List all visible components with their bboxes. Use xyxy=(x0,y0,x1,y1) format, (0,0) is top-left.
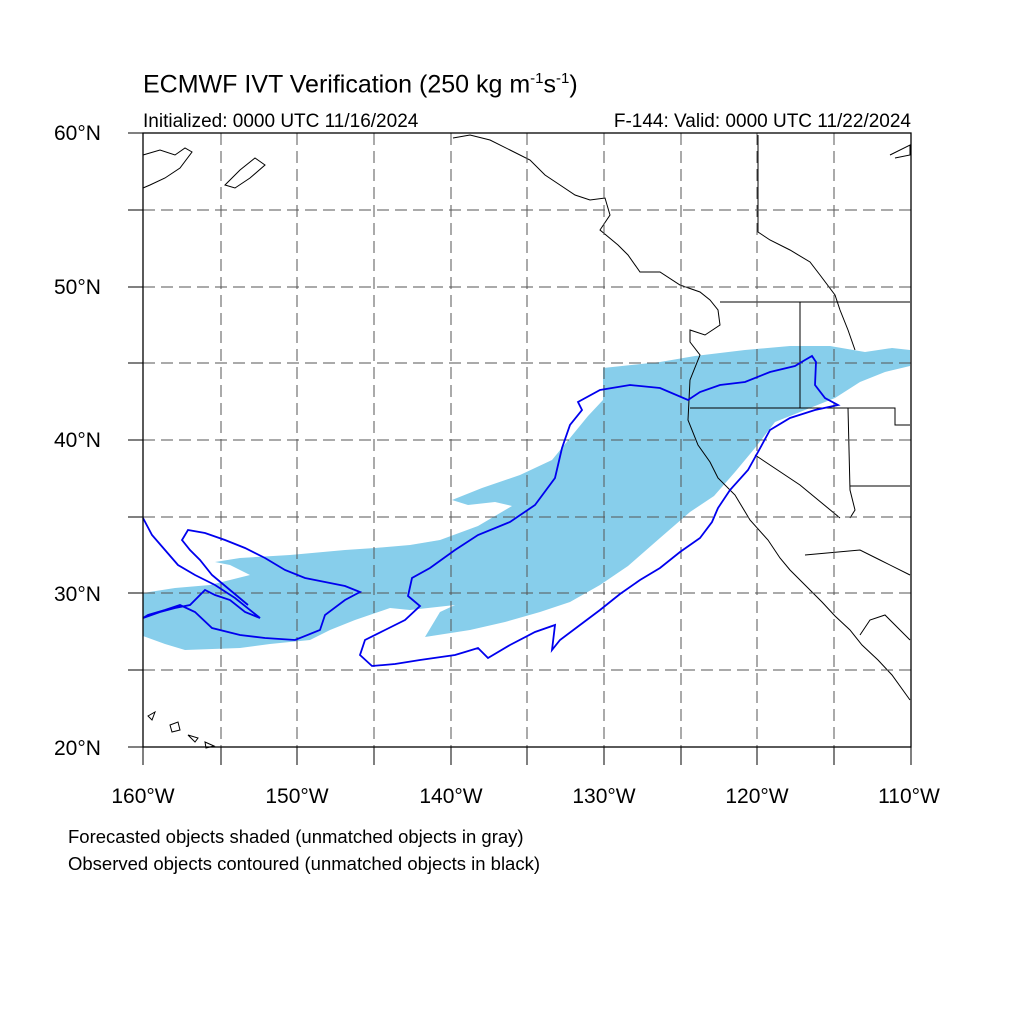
axis-ticks xyxy=(128,132,912,765)
lon-label-150w: 150°W xyxy=(265,785,329,808)
lat-label-60n: 60°N xyxy=(54,122,101,145)
lon-label-120w: 120°W xyxy=(725,785,789,808)
lon-label-160w: 160°W xyxy=(111,785,175,808)
lon-label-110w: 110°W xyxy=(878,785,940,808)
observed-object-west xyxy=(142,517,363,641)
coastlines xyxy=(142,134,911,749)
observed-object-main xyxy=(358,354,841,667)
lat-label-20n: 20°N xyxy=(54,737,101,760)
caption-observed: Observed objects contoured (unmatched ob… xyxy=(68,853,541,874)
lon-label-140w: 140°W xyxy=(419,785,483,808)
observed-object-contours xyxy=(142,354,841,667)
lon-label-130w: 130°W xyxy=(572,785,636,808)
valid-time-label: F-144: Valid: 0000 UTC 11/22/2024 xyxy=(613,111,911,132)
initialized-label: Initialized: 0000 UTC 11/16/2024 xyxy=(143,111,419,132)
lat-label-50n: 50°N xyxy=(54,276,101,299)
lat-label-40n: 40°N xyxy=(54,429,101,452)
chart-title: ECMWF IVT Verification (250 kg m-1s-1) xyxy=(143,70,578,99)
lat-label-30n: 30°N xyxy=(54,583,101,606)
caption-forecast: Forecasted objects shaded (unmatched obj… xyxy=(68,826,524,847)
graticule xyxy=(143,133,911,747)
